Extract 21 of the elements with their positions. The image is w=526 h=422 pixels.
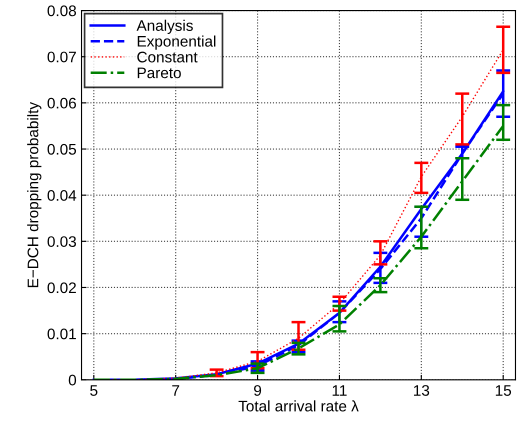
x-axis-title: Total arrival rate λ xyxy=(238,400,359,412)
x-tick-label: 13 xyxy=(414,385,430,396)
y-tick-label: 0.08 xyxy=(48,5,76,16)
x-tick-label: 7 xyxy=(172,385,180,396)
x-tick-label: 15 xyxy=(496,385,512,396)
y-tick-label: 0.05 xyxy=(48,144,76,155)
x-tick-label: 9 xyxy=(254,385,262,396)
y-tick-label: 0.06 xyxy=(48,98,76,109)
y-tick-label: 0.01 xyxy=(48,328,76,340)
y-tick-label: 0 xyxy=(68,374,76,386)
y-tick-label: 0.03 xyxy=(48,236,76,248)
legend-label: Analysis xyxy=(136,20,193,34)
x-tick-label: 5 xyxy=(90,385,98,396)
legend-label: Constant xyxy=(137,52,198,62)
y-tick-label: 0.04 xyxy=(48,190,76,201)
y-axis-title: E−DCH dropping probabilty xyxy=(27,102,42,288)
legend-label: Exponential xyxy=(138,35,216,50)
y-tick-label: 0.02 xyxy=(48,282,76,294)
x-tick-label: 11 xyxy=(332,385,347,396)
legend-label: Pareto xyxy=(138,68,181,78)
y-tick-label: 0.07 xyxy=(48,52,76,62)
